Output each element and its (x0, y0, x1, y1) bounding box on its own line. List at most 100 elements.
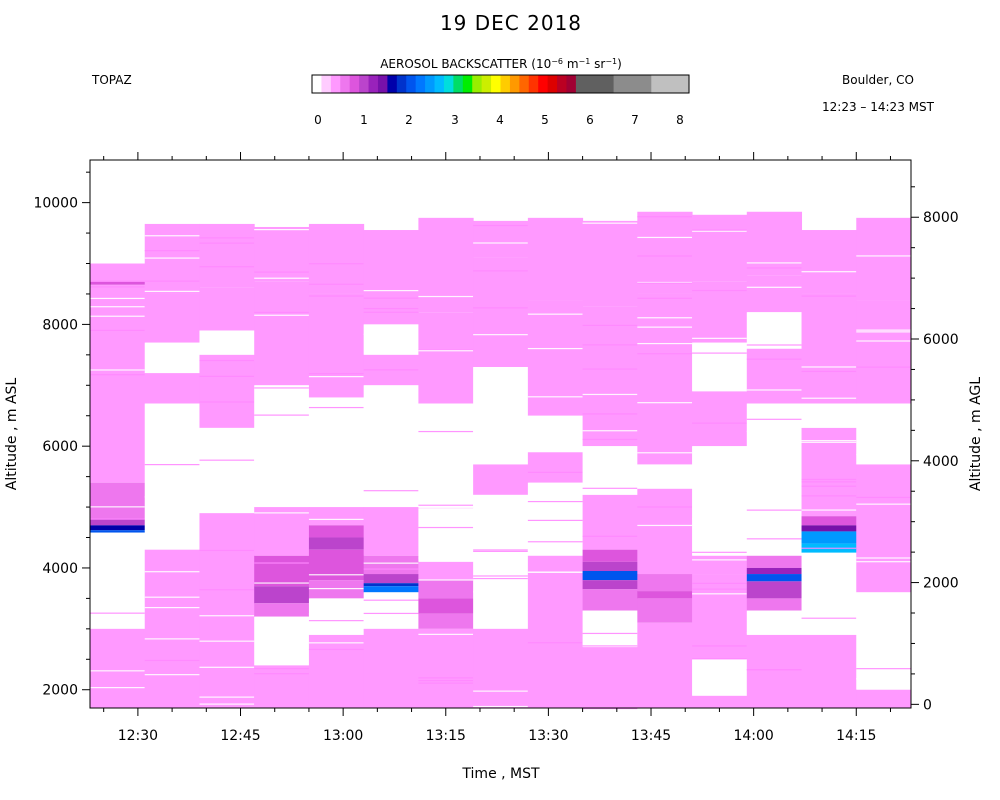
heatmap-band (801, 525, 857, 532)
heatmap-band (527, 217, 584, 301)
profile-column (144, 223, 200, 708)
heatmap-band (637, 591, 693, 599)
heatmap-streak (637, 353, 693, 355)
heatmap-band (801, 403, 857, 428)
colorbar-unit-m: m (563, 57, 579, 71)
colorbar-tick-label: 0 (314, 113, 322, 127)
heatmap-streak (144, 235, 200, 237)
heatmap-streak (637, 524, 693, 527)
heatmap-streak (692, 352, 747, 354)
heatmap-streak (473, 690, 528, 692)
heatmap-streak (144, 596, 200, 598)
heatmap-streak (90, 506, 145, 508)
heatmap-band (144, 223, 200, 294)
heatmap-streak (254, 582, 309, 584)
heatmap-band (199, 354, 255, 428)
colorbar-swatch (330, 75, 341, 93)
heatmap-streak (692, 289, 747, 292)
heatmap-streak (527, 542, 583, 544)
heatmap-streak (692, 551, 747, 553)
heatmap-streak (363, 311, 419, 313)
heatmap-streak (527, 427, 583, 429)
heatmap-streak (801, 617, 857, 619)
heatmap-streak (582, 645, 638, 647)
heatmap-band (90, 628, 146, 708)
heatmap-streak (90, 306, 145, 308)
heatmap-band (527, 300, 584, 416)
heatmap-streak (527, 471, 583, 473)
heatmap-streak (199, 703, 255, 705)
time-range-label: 12:23 – 14:23 MST (822, 100, 935, 114)
colorbar-swatch (528, 75, 539, 93)
heatmap-streak (692, 559, 747, 561)
heatmap-streak (363, 333, 419, 335)
y-left-tick-label: 2000 (42, 683, 78, 699)
profile-column (473, 220, 529, 708)
heatmap-streak (692, 588, 747, 590)
heatmap-band (308, 397, 365, 508)
heatmap-streak (637, 281, 693, 284)
heatmap-streak (527, 642, 583, 644)
heatmap-streak (692, 337, 747, 339)
heatmap-band (418, 580, 474, 599)
heatmap-band (418, 217, 474, 313)
heatmap-streak (199, 242, 255, 244)
heatmap-streak (199, 640, 255, 642)
colorbar-swatch (557, 75, 568, 93)
heatmap-band (90, 263, 146, 282)
heatmap-streak (199, 266, 255, 268)
heatmap-band (527, 415, 584, 453)
heatmap-band (582, 306, 638, 447)
heatmap-band (254, 507, 310, 556)
profile-column (363, 230, 419, 708)
heatmap-band (308, 634, 365, 708)
heatmap-streak (746, 389, 802, 391)
colorbar-swatch (641, 75, 652, 93)
heatmap-streak (199, 549, 255, 552)
heatmap-streak (90, 280, 145, 282)
heatmap-band (527, 452, 584, 483)
plot-frame (89, 159, 912, 709)
heatmap-band (746, 275, 803, 313)
heatmap-band (637, 622, 693, 708)
colorbar-swatch (396, 75, 407, 93)
heatmap-band (746, 348, 803, 404)
heatmap-streak (90, 297, 145, 300)
heatmap-streak (582, 222, 638, 224)
heatmap-streak (746, 521, 802, 524)
heatmap-streak (473, 575, 528, 577)
heatmap-band (582, 446, 638, 495)
heatmap-streak (90, 687, 145, 689)
heatmap-band (746, 581, 803, 599)
heatmap-streak (637, 297, 693, 299)
heatmap-band (363, 583, 419, 587)
profile-column (418, 217, 474, 708)
heatmap-band (856, 300, 912, 404)
heatmap-band (692, 391, 748, 447)
heatmap-streak (199, 401, 255, 403)
heatmap-band (746, 312, 803, 349)
colorbar-swatch (585, 75, 596, 93)
profile-column (308, 223, 365, 708)
colorbar-tick-label: 7 (631, 113, 639, 127)
heatmap-band (746, 574, 803, 582)
y-axis-label-right: Altitude , m AGL (968, 377, 984, 491)
heatmap-band (746, 634, 803, 708)
heatmap-band (199, 223, 255, 288)
heatmap-band (637, 488, 693, 575)
colorbar-swatch (377, 75, 388, 93)
heatmap-streak (254, 311, 309, 314)
heatmap-streak (418, 430, 474, 433)
heatmap-band (746, 211, 803, 276)
heatmap-band (856, 217, 912, 301)
heatmap-band (418, 403, 474, 562)
heatmap-band (90, 281, 146, 285)
heatmap-streak (363, 446, 419, 448)
heatmap-streak (801, 441, 857, 443)
heatmap-band (692, 695, 748, 708)
colorbar (311, 74, 690, 94)
profile-column (527, 217, 584, 708)
colorbar-swatch (481, 75, 492, 93)
colorbar-swatch (538, 75, 549, 93)
